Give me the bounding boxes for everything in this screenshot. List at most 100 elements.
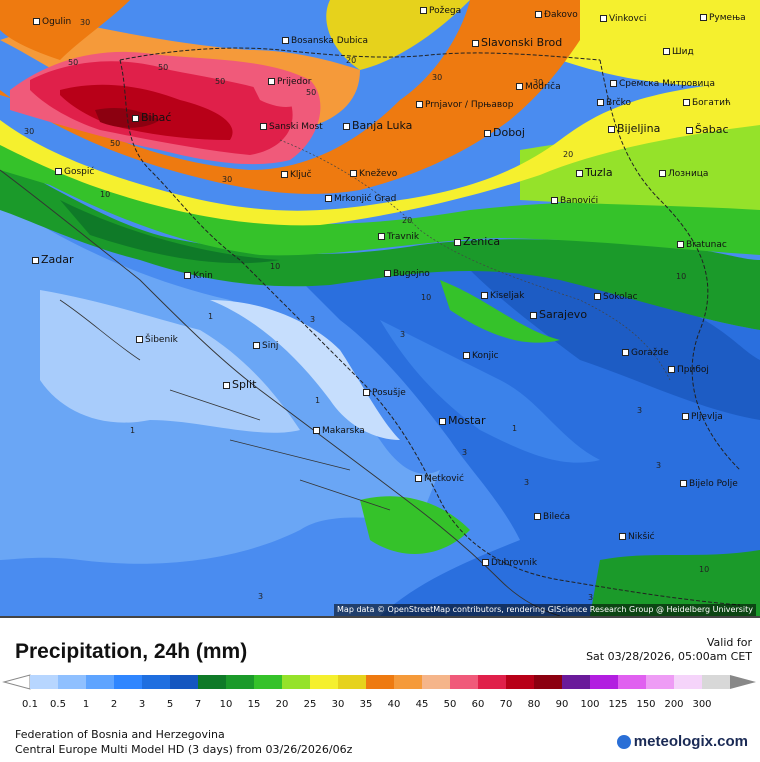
city-label[interactable]: Sarajevo [530, 308, 588, 321]
scale-label: 150 [636, 699, 655, 710]
isoline-label: 50 [68, 58, 79, 67]
city-marker-icon [610, 80, 617, 87]
scale-label: 60 [472, 699, 485, 710]
city-label[interactable]: Sanski Most [260, 122, 323, 132]
scale-swatch [394, 675, 422, 689]
city-label[interactable]: Богатић [683, 98, 731, 108]
city-label[interactable]: Kiseljak [481, 291, 524, 301]
city-label[interactable]: Bratunac [677, 240, 727, 250]
city-label[interactable]: Prijedor [268, 77, 311, 87]
city-label[interactable]: Bugojno [384, 269, 430, 279]
city-label[interactable]: Split [223, 379, 256, 390]
city-name: Bijelo Polje [689, 479, 738, 489]
isoline-label: 50 [158, 63, 169, 72]
isoline-label: 10 [421, 293, 432, 302]
precipitation-field [0, 0, 760, 616]
city-label[interactable]: Gospić [55, 167, 94, 177]
city-label[interactable]: Konjic [463, 351, 499, 361]
city-label[interactable]: Bosanska Dubica [282, 36, 368, 46]
city-label[interactable]: Kneževo [350, 169, 397, 179]
isoline-label: 3 [258, 592, 264, 601]
city-label[interactable]: Bileća [534, 512, 570, 522]
city-label[interactable]: Slavonski Brod [472, 37, 562, 48]
city-label[interactable]: Zadar [32, 253, 74, 266]
city-name: Ogulin [42, 17, 72, 27]
city-name: Zadar [41, 253, 74, 266]
city-name: Sarajevo [539, 308, 588, 321]
city-marker-icon [622, 349, 629, 356]
city-label[interactable]: Vinkovci [600, 14, 646, 24]
city-label[interactable]: Nikšić [619, 532, 655, 542]
city-label[interactable]: Румења [700, 13, 746, 23]
city-label[interactable]: Шид [663, 47, 694, 57]
city-label[interactable]: Travnik [378, 232, 419, 242]
isoline-label: 10 [699, 565, 710, 574]
scale-swatch [562, 675, 590, 689]
city-name: Makarska [322, 426, 365, 436]
city-name: Posušje [372, 388, 406, 398]
city-label[interactable]: Šabac [686, 123, 729, 136]
city-label[interactable]: Bihać [132, 112, 171, 123]
city-marker-icon [32, 256, 39, 264]
city-label[interactable]: Mrkonjić Grad [325, 194, 396, 204]
model-label: Central Europe Multi Model HD (3 days) f… [15, 743, 353, 756]
city-label[interactable]: Metković [415, 474, 464, 484]
city-label[interactable]: Banovići [551, 196, 598, 206]
scale-label: 45 [416, 699, 429, 710]
city-label[interactable]: Modriča [516, 82, 561, 92]
city-marker-icon [325, 195, 332, 202]
city-label[interactable]: Лозница [659, 169, 708, 179]
city-label[interactable]: Zenica [454, 236, 500, 247]
city-label[interactable]: Ključ [281, 170, 312, 180]
city-label[interactable]: Sokolac [594, 292, 638, 302]
city-name: Лозница [668, 169, 709, 179]
city-label[interactable]: Bijeljina [608, 123, 660, 134]
meteologix-logo[interactable]: meteologix.com [616, 733, 748, 750]
city-name: Modriča [525, 82, 561, 92]
scale-swatch [198, 675, 226, 689]
city-label[interactable]: Bijelo Polje [680, 479, 738, 489]
city-label[interactable]: Mostar [439, 415, 486, 426]
city-marker-icon [594, 293, 601, 300]
isoline-label: 20 [563, 150, 574, 159]
city-name: Sinj [262, 341, 279, 351]
city-label[interactable]: Knin [184, 271, 213, 281]
city-label[interactable]: Banja Luka [343, 120, 412, 131]
city-label[interactable]: Pljevlja [682, 412, 723, 422]
scale-swatch [422, 675, 450, 689]
city-name: Šabac [695, 123, 729, 136]
isoline-label: 50 [306, 88, 317, 97]
scale-arrow-right [730, 675, 756, 689]
scale-swatch [30, 675, 58, 689]
city-label[interactable]: Požega [420, 6, 461, 16]
city-name: Knin [193, 271, 213, 281]
city-label[interactable]: Posušje [363, 388, 406, 398]
city-label[interactable]: Tuzla [576, 166, 613, 179]
isoline-label: 30 [533, 78, 544, 87]
city-label[interactable]: Đakovo [535, 10, 578, 20]
city-label[interactable]: Сремска Митровица [610, 79, 715, 89]
city-name: Румења [709, 13, 746, 23]
city-marker-icon [663, 48, 670, 55]
city-label[interactable]: Šibenik [136, 335, 178, 345]
city-marker-icon [482, 559, 489, 566]
map-attribution[interactable]: Map data © OpenStreetMap contributors, r… [334, 604, 756, 616]
city-marker-icon [659, 170, 666, 177]
city-label[interactable]: Goražde [622, 348, 669, 358]
isoline-label: 10 [100, 190, 111, 199]
scale-label: 90 [556, 699, 569, 710]
city-label[interactable]: Прибој [668, 365, 709, 375]
precipitation-map[interactable]: Ogulin Požega Đakovo Vinkovci Румења Bosanska… [0, 0, 760, 616]
city-marker-icon [136, 336, 143, 343]
scale-label: 2 [111, 699, 117, 710]
city-label[interactable]: Doboj [484, 127, 525, 138]
isoline-label: 1 [315, 396, 321, 405]
city-label[interactable]: Prnjavor / Прњавор [416, 100, 513, 110]
city-name: Tuzla [585, 166, 613, 179]
city-label[interactable]: Ogulin [33, 17, 71, 27]
city-label[interactable]: Makarska [313, 426, 365, 436]
city-label[interactable]: Dubrovnik [482, 558, 537, 568]
city-name: Ključ [290, 170, 312, 180]
city-label[interactable]: Sinj [253, 341, 278, 351]
city-label[interactable]: Brčko [597, 98, 631, 108]
